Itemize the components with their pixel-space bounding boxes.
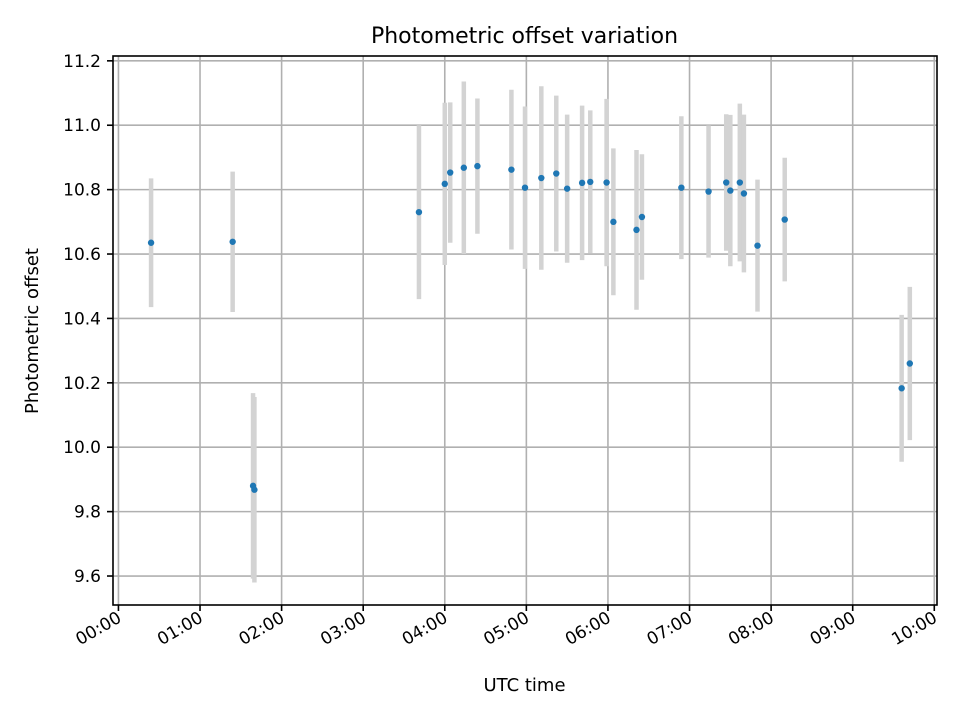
- data-point: [441, 180, 448, 188]
- x-axis: 00:00 01:00 02:00 03:00 04:00 05:00 06:00 07:00…: [73, 605, 941, 650]
- x-tick-label: 04:00: [399, 608, 451, 650]
- x-tick-label: 10:00: [888, 608, 940, 650]
- x-axis-label: UTC time: [483, 675, 565, 696]
- data-point: [521, 184, 529, 191]
- y-tick-label: 9.6: [74, 567, 101, 587]
- y-tick-label: 10.8: [63, 181, 101, 201]
- data-point: [447, 169, 454, 176]
- data-point: [603, 179, 610, 186]
- x-tick-label: 02:00: [236, 608, 288, 650]
- y-tick-label: 10.4: [63, 309, 101, 329]
- data-point: [705, 188, 712, 195]
- y-tick-label: 11.2: [63, 52, 101, 72]
- data-point: [754, 242, 761, 249]
- y-tick-label: 10.2: [63, 374, 101, 394]
- error-bars: [148, 81, 913, 583]
- data-point: [229, 238, 236, 245]
- data-point: [587, 178, 594, 186]
- data-point: [460, 164, 468, 171]
- x-tick-label: 07:00: [644, 608, 696, 650]
- data-points: [147, 162, 914, 493]
- data-point: [508, 166, 515, 173]
- x-tick-label: 03:00: [317, 608, 369, 650]
- data-point: [906, 360, 914, 367]
- data-point: [147, 239, 155, 246]
- data-point: [736, 179, 744, 186]
- data-point: [251, 486, 258, 493]
- data-point: [610, 218, 617, 226]
- data-point: [638, 213, 646, 221]
- data-point: [633, 226, 640, 234]
- data-point: [781, 216, 788, 223]
- data-point: [578, 179, 586, 187]
- x-tick-label: 09:00: [807, 608, 859, 650]
- data-point: [553, 170, 560, 177]
- data-point: [538, 174, 545, 182]
- y-tick-label: 11.0: [63, 116, 101, 136]
- plot-frame: [112, 55, 938, 606]
- x-tick-label: 01:00: [154, 608, 206, 650]
- data-point: [723, 179, 730, 186]
- y-tick-label: 9.8: [74, 503, 101, 523]
- chart-title: Photometric offset variation: [371, 24, 678, 49]
- x-tick-label: 06:00: [562, 608, 614, 650]
- x-tick-label: 05:00: [480, 608, 532, 650]
- y-tick-label: 10.6: [63, 245, 101, 265]
- y-axis-label: Photometric offset: [22, 248, 43, 414]
- data-point: [740, 190, 748, 197]
- y-tick-label: 10.0: [63, 438, 101, 458]
- x-tick-label: 08:00: [725, 608, 777, 650]
- y-axis: 9.6 9.8 10.0 10.2 10.4 10.6 10.8 11.0 11.2: [63, 52, 113, 587]
- data-point: [727, 187, 734, 194]
- data-point: [474, 162, 481, 170]
- data-point: [898, 385, 905, 392]
- data-point: [678, 184, 685, 191]
- x-tick-label: 00:00: [73, 608, 125, 650]
- data-point: [563, 185, 571, 192]
- data-point: [415, 208, 423, 216]
